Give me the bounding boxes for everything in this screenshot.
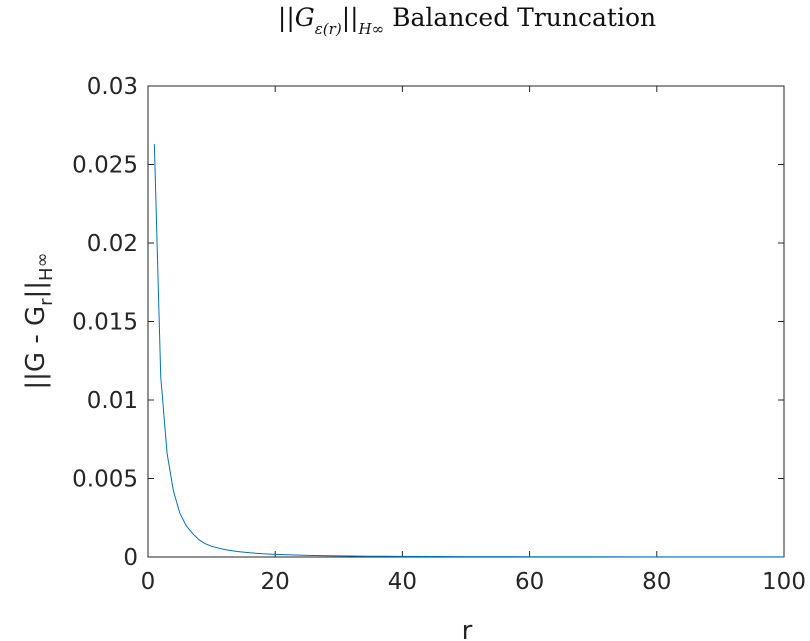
y-tick-label: 0.015 — [72, 310, 138, 336]
x-tick-label: 80 — [642, 569, 671, 595]
y-tick-label: 0.03 — [87, 74, 138, 100]
x-tick-label: 40 — [388, 569, 417, 595]
x-axis-ticks: 0 20 40 60 80 100 — [141, 86, 806, 595]
y-tick-label: 0 — [123, 545, 138, 571]
series-line-0 — [153, 144, 785, 558]
chart-title: ||Gε(r)||H∞ Balanced Truncation — [278, 3, 656, 38]
x-tick-label: 0 — [141, 569, 156, 595]
plot-area — [147, 85, 785, 558]
x-tick-label: 100 — [762, 569, 806, 595]
y-tick-label: 0.005 — [72, 467, 138, 493]
y-tick-label: 0.02 — [87, 231, 138, 257]
x-tick-label: 60 — [515, 569, 544, 595]
x-axis-label: r — [462, 616, 473, 641]
y-axis-label: ||G - Gr||H∞ — [21, 252, 57, 389]
y-axis-ticks: 0 0.005 0.01 0.015 0.02 0.025 0.03 — [72, 74, 784, 571]
x-tick-label: 20 — [261, 569, 290, 595]
series-layer — [153, 144, 785, 558]
y-tick-label: 0.01 — [87, 388, 138, 414]
y-tick-label: 0.025 — [72, 153, 138, 179]
